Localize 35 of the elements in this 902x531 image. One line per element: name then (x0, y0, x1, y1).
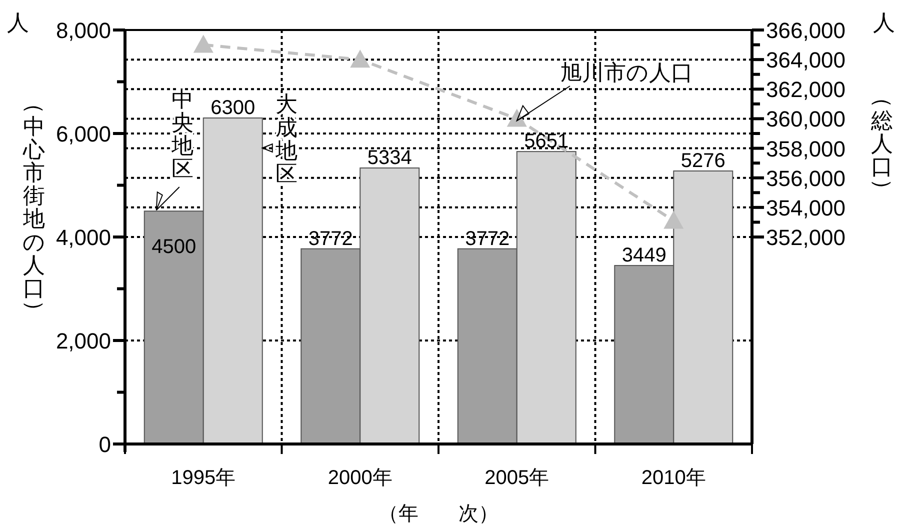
data-label: 5334 (367, 146, 412, 169)
point (193, 34, 214, 53)
y-tick-label: 0 (98, 432, 111, 457)
data-label: 3772 (465, 228, 510, 250)
y-tick-label: 8,000 (56, 18, 111, 43)
data-label: 3449 (622, 244, 666, 267)
y2-tick-label: 356,000 (766, 166, 846, 191)
text: 旭川市の人口 (560, 60, 693, 85)
x-tick-label: 1995年 (171, 467, 236, 489)
text: 人 (7, 10, 29, 35)
y-tick-label: 4,000 (56, 225, 111, 250)
data-label: 5276 (680, 150, 726, 172)
y2-tick-label: 354,000 (766, 195, 846, 220)
y2-tick-label: 358,000 (766, 136, 846, 162)
y-tick-label: 6,000 (56, 122, 111, 146)
x-axis-title: （年 次） (378, 503, 498, 525)
x-tick-label: 2005年 (484, 467, 550, 489)
series-label: 中央地区 (170, 86, 194, 181)
y-tick-label: 2,000 (56, 328, 111, 354)
x-tick-label: 2010年 (641, 467, 706, 489)
point (506, 108, 527, 127)
text: （中心市街地の人口） (22, 92, 48, 322)
y2-tick-label: 362,000 (766, 77, 846, 102)
y2-axis-title: （総人口） (870, 86, 896, 200)
y2-tick-label: 352,000 (766, 225, 846, 250)
point (664, 210, 684, 229)
y2-tick-label: 360,000 (766, 106, 846, 132)
y2-tick-label: 366,000 (766, 18, 846, 43)
text: 人 (873, 10, 895, 35)
y2-tick-label: 364,000 (766, 48, 846, 73)
data-label: 4500 (152, 236, 196, 258)
data-label: 6300 (210, 96, 256, 119)
data-label: 5651 (524, 130, 569, 153)
point (350, 50, 370, 68)
x-tick-label: 2000年 (328, 467, 392, 489)
